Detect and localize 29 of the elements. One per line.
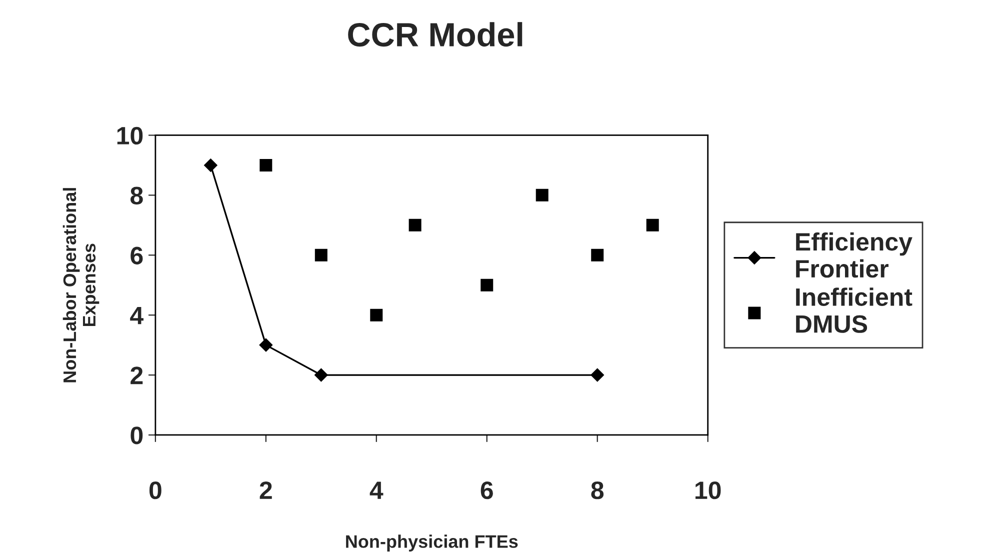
y-tick-label: 8 [130, 186, 143, 204]
x-axis-title: Non-physician FTEs [346, 534, 518, 552]
x-tick-label: 4 [370, 482, 384, 499]
y-tick-label: 6 [130, 246, 143, 264]
point [590, 368, 604, 382]
point [204, 158, 218, 172]
point [480, 278, 494, 292]
legend-label: Inefficient DMUS [796, 288, 912, 333]
x-tick-label: 0 [149, 481, 162, 500]
point [408, 218, 422, 232]
point [314, 368, 328, 382]
point [646, 218, 659, 232]
x-tick-label: 8 [591, 481, 604, 500]
x-tick-label: 6 [480, 481, 493, 500]
legend-label: Efficiency Frontier [796, 232, 912, 278]
point [260, 158, 272, 172]
y-tick-label: 4 [130, 306, 144, 324]
point [259, 338, 272, 352]
x-tick-label: 10 [696, 481, 721, 500]
point [370, 308, 383, 322]
y-tick-label: 10 [117, 126, 143, 145]
y-tick-label: 0 [130, 426, 143, 444]
point [591, 248, 604, 262]
point [536, 188, 548, 202]
x-tick-label: 2 [260, 481, 272, 499]
y-axis-title: Non-Labor Operational Expenses [62, 188, 100, 382]
point [314, 248, 328, 262]
chart-title: CCR Model [348, 22, 522, 47]
y-tick-label: 2 [130, 366, 143, 384]
